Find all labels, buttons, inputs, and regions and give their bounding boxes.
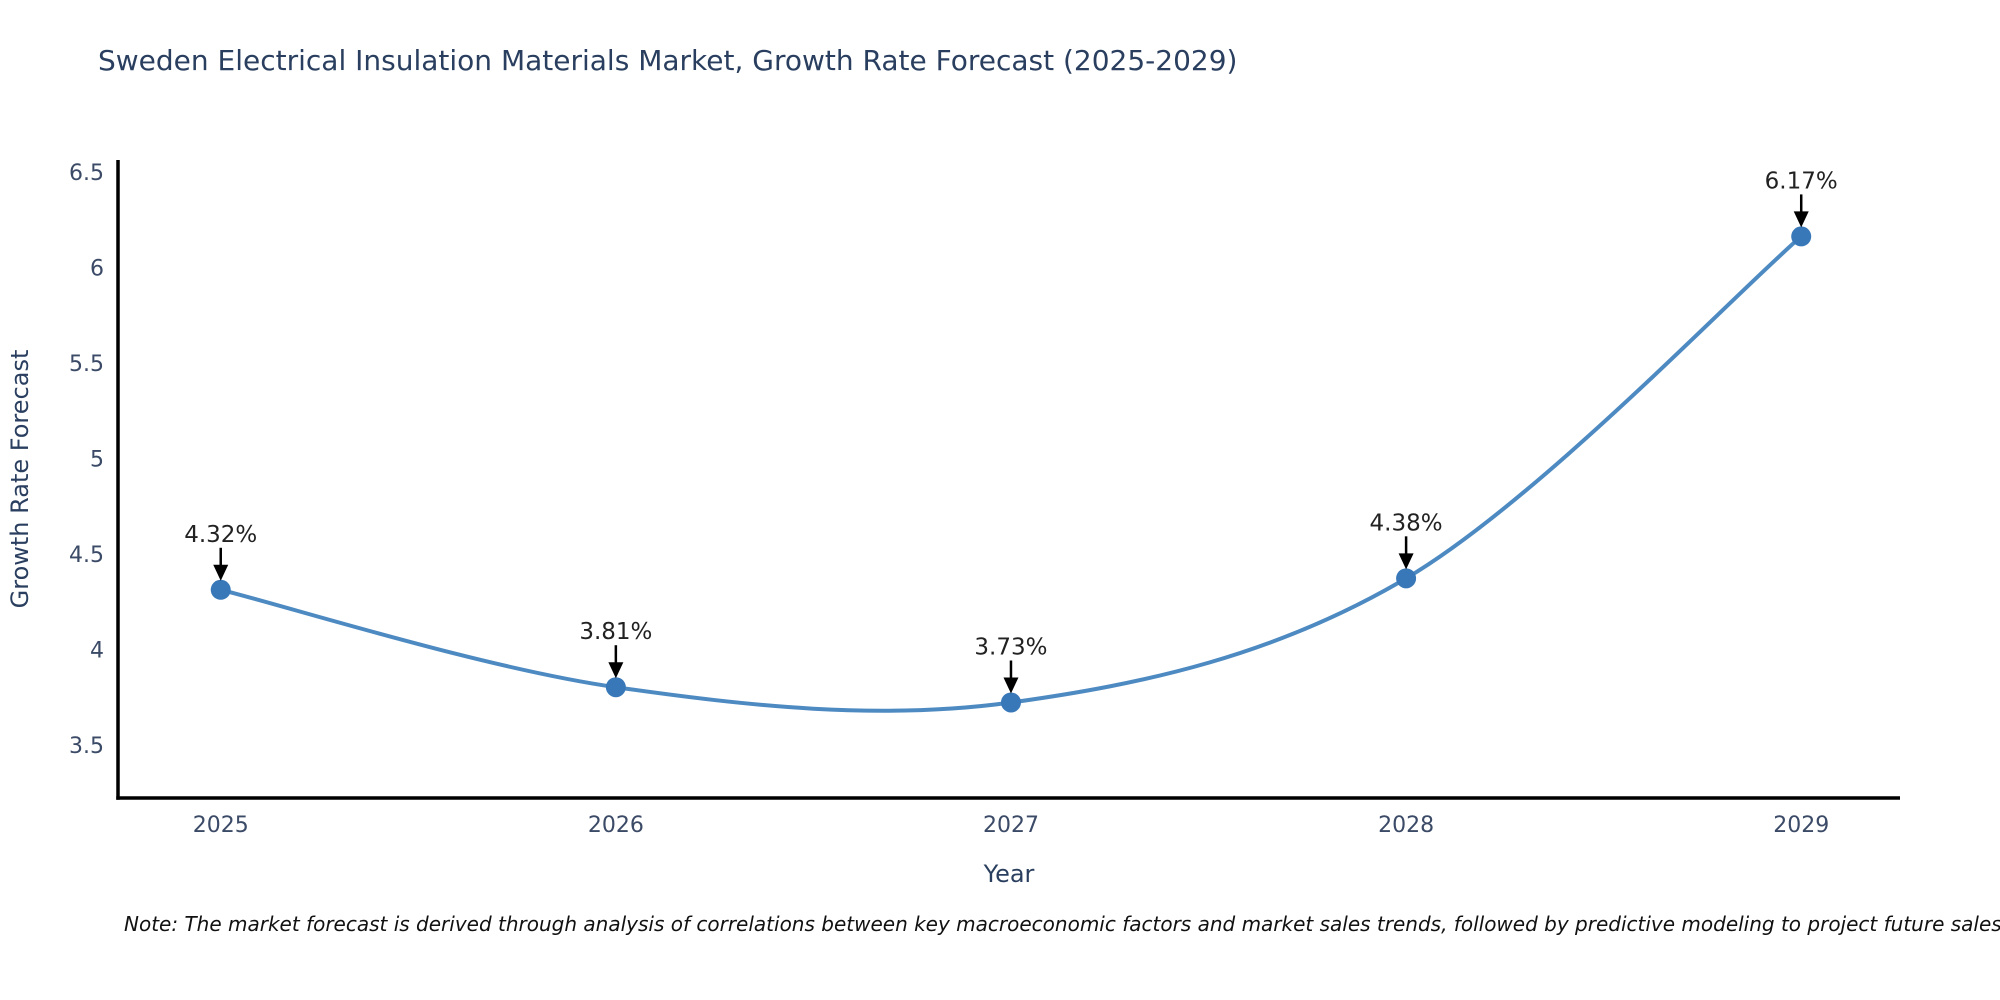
- x-tick-label: 2029: [1773, 813, 1829, 838]
- data-point-marker: [1791, 226, 1812, 247]
- x-axis-title: Year: [983, 860, 1035, 888]
- y-tick-label: 4: [90, 638, 104, 663]
- x-tick-label: 2027: [983, 813, 1039, 838]
- annotation-arrowhead-icon: [1003, 677, 1019, 694]
- annotation-label: 6.17%: [1765, 168, 1838, 194]
- annotation-label: 3.81%: [579, 619, 652, 645]
- y-tick-label: 3.5: [69, 734, 104, 759]
- y-tick-label: 6: [90, 256, 104, 281]
- y-axis-title: Growth Rate Forecast: [6, 350, 34, 609]
- annotation-label: 4.32%: [184, 522, 257, 548]
- x-tick-label: 2025: [193, 813, 249, 838]
- annotation-label: 3.73%: [974, 634, 1047, 660]
- y-tick-label: 5: [90, 447, 104, 472]
- x-tick-label: 2028: [1378, 813, 1434, 838]
- data-point-marker: [210, 579, 231, 600]
- annotation-arrowhead-icon: [1793, 211, 1809, 228]
- annotation-arrowhead-icon: [213, 564, 229, 581]
- annotation-label: 4.38%: [1370, 510, 1443, 536]
- y-tick-label: 4.5: [69, 543, 104, 568]
- annotation-arrowhead-icon: [1398, 553, 1414, 570]
- annotation-arrowhead-icon: [608, 662, 624, 679]
- y-tick-label: 5.5: [69, 352, 104, 377]
- data-point-marker: [1000, 692, 1021, 713]
- footnote: Note: The market forecast is derived thr…: [124, 912, 2000, 936]
- chart-generated-layer: 3.5 4 4.5 5 5.5 6 6.5 2025 2026 2027 2028 2029 4.32%…: [69, 160, 1900, 838]
- x-tick-label: 2026: [588, 813, 644, 838]
- data-point-marker: [1396, 568, 1417, 589]
- chart-title: Sweden Electrical Insulation Materials M…: [98, 44, 1238, 77]
- y-tick-label: 6.5: [69, 161, 104, 186]
- data-point-marker: [605, 677, 626, 698]
